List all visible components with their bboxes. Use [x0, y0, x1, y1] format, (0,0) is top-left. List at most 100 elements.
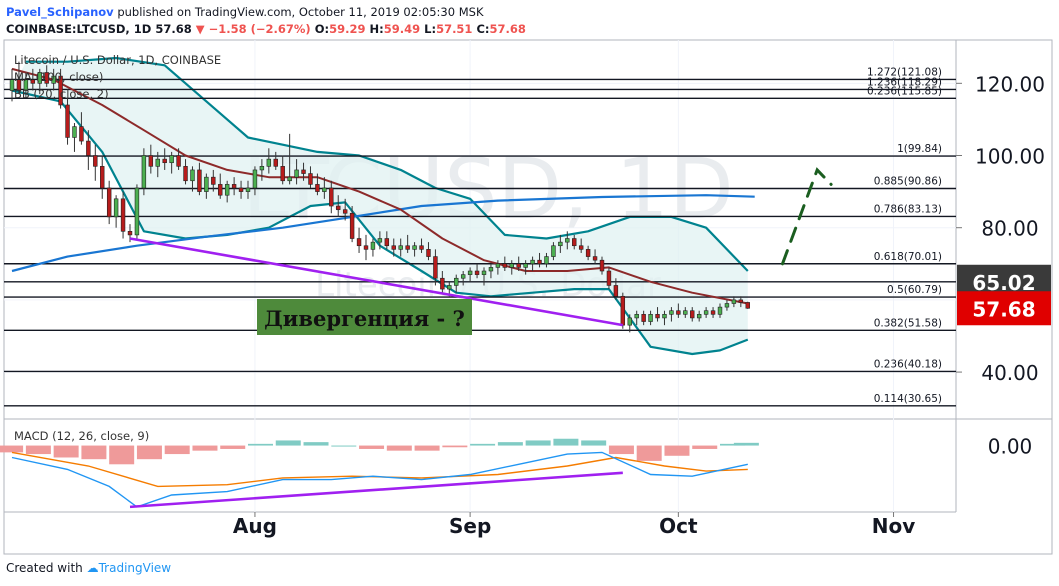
macd-histogram-bar [497, 442, 523, 446]
candle-body [363, 245, 369, 250]
candle [79, 112, 84, 145]
ma20-line [11, 67, 748, 305]
candle-body [120, 198, 126, 232]
candle [641, 310, 646, 326]
divergence-label[interactable]: Дивергенция - ? [257, 299, 472, 335]
candle-body [134, 187, 140, 236]
candle [731, 296, 737, 308]
candle [544, 252, 549, 268]
candle-body [197, 169, 202, 192]
macd-histogram-bar [109, 445, 135, 465]
price-label-text: 57.68 [972, 297, 1035, 321]
candle [419, 238, 424, 253]
candle [322, 177, 327, 199]
macd-histogram-bar [303, 442, 329, 446]
candle [599, 256, 605, 275]
candle-body [169, 155, 174, 164]
candle-body [495, 263, 501, 268]
candle [141, 148, 147, 196]
candle-body [662, 314, 667, 319]
candle-body [530, 259, 535, 265]
candle-body [481, 270, 487, 275]
candle-body [51, 75, 56, 84]
candle-body [176, 155, 181, 167]
fib-label: 0.114(30.65) [874, 393, 942, 405]
candle-body [259, 166, 265, 171]
macd-signal-line [11, 451, 748, 488]
candle [696, 310, 702, 322]
candle [204, 173, 209, 199]
candle [273, 151, 278, 170]
candle [106, 180, 112, 225]
candle-body [599, 259, 605, 272]
candle-body [634, 314, 639, 319]
candle-body [551, 245, 556, 257]
candle-body [391, 245, 396, 250]
macd-histogram-bar [581, 440, 607, 446]
candle [155, 151, 160, 178]
candle [301, 162, 306, 181]
candle-body [585, 249, 591, 257]
price-divergence-line [129, 237, 624, 327]
change-value: −1.58 (−2.67%) [208, 22, 311, 36]
candle-body [308, 173, 313, 185]
candle-body [544, 256, 549, 265]
candle-body [16, 79, 22, 91]
high-label: H: [369, 22, 384, 36]
candle [336, 195, 341, 217]
author-name[interactable]: Pavel_Schipanov [6, 5, 114, 19]
candlesticks [9, 61, 750, 333]
candle [294, 159, 299, 185]
fib-label: 1(99.84) [897, 143, 942, 155]
candle-body [724, 303, 730, 308]
candle-body [93, 155, 98, 167]
candle-body [231, 184, 237, 189]
candle [717, 303, 723, 318]
high-value: 59.49 [383, 22, 421, 36]
fibonacci-levels: 1.272(121.08)1.236(118.29)0.236(115.85) 1… [4, 66, 956, 407]
candle [433, 249, 438, 286]
candle [162, 148, 167, 170]
macd-divergence-line [129, 471, 623, 509]
macd-histogram-bar [81, 445, 107, 460]
macd-histogram-bar [470, 443, 496, 446]
candle [690, 307, 695, 322]
candle-body [100, 166, 105, 189]
tradingview-logo-icon[interactable]: ☁ [86, 561, 99, 575]
candle-body [349, 212, 355, 239]
candle [627, 314, 632, 333]
x-tick-label: Nov [872, 514, 916, 538]
candle [65, 97, 70, 145]
candle [183, 159, 188, 185]
candle [565, 231, 570, 250]
candle [523, 260, 528, 275]
candle [58, 68, 63, 109]
tradingview-brand[interactable]: TradingView [98, 561, 172, 575]
candle-body [162, 158, 167, 164]
candle-body [509, 263, 514, 268]
candle-body [190, 169, 195, 182]
candle-body [287, 176, 292, 182]
fib-label: 0.786(83.13) [874, 203, 942, 215]
candle-body [440, 277, 445, 290]
candle-body [398, 245, 403, 250]
candle [488, 263, 494, 279]
projection-arrow [781, 167, 833, 266]
candle [37, 68, 42, 95]
candle [405, 234, 410, 253]
macd-y-tick-label: 0.00 [988, 435, 1033, 459]
candle [710, 307, 716, 318]
ohlc-line: COINBASE:LTCUSD, 1D 57.68 ▼ −1.58 (−2.67… [6, 22, 526, 36]
candle-body [9, 79, 15, 91]
candle-body [280, 166, 285, 182]
candle [370, 238, 376, 257]
candle [176, 148, 181, 170]
candle [509, 260, 514, 275]
candle [231, 177, 237, 196]
candle-body [329, 187, 334, 207]
bb-lower-line [11, 89, 749, 356]
macd-histogram-bar [25, 445, 51, 455]
candle [474, 263, 480, 279]
